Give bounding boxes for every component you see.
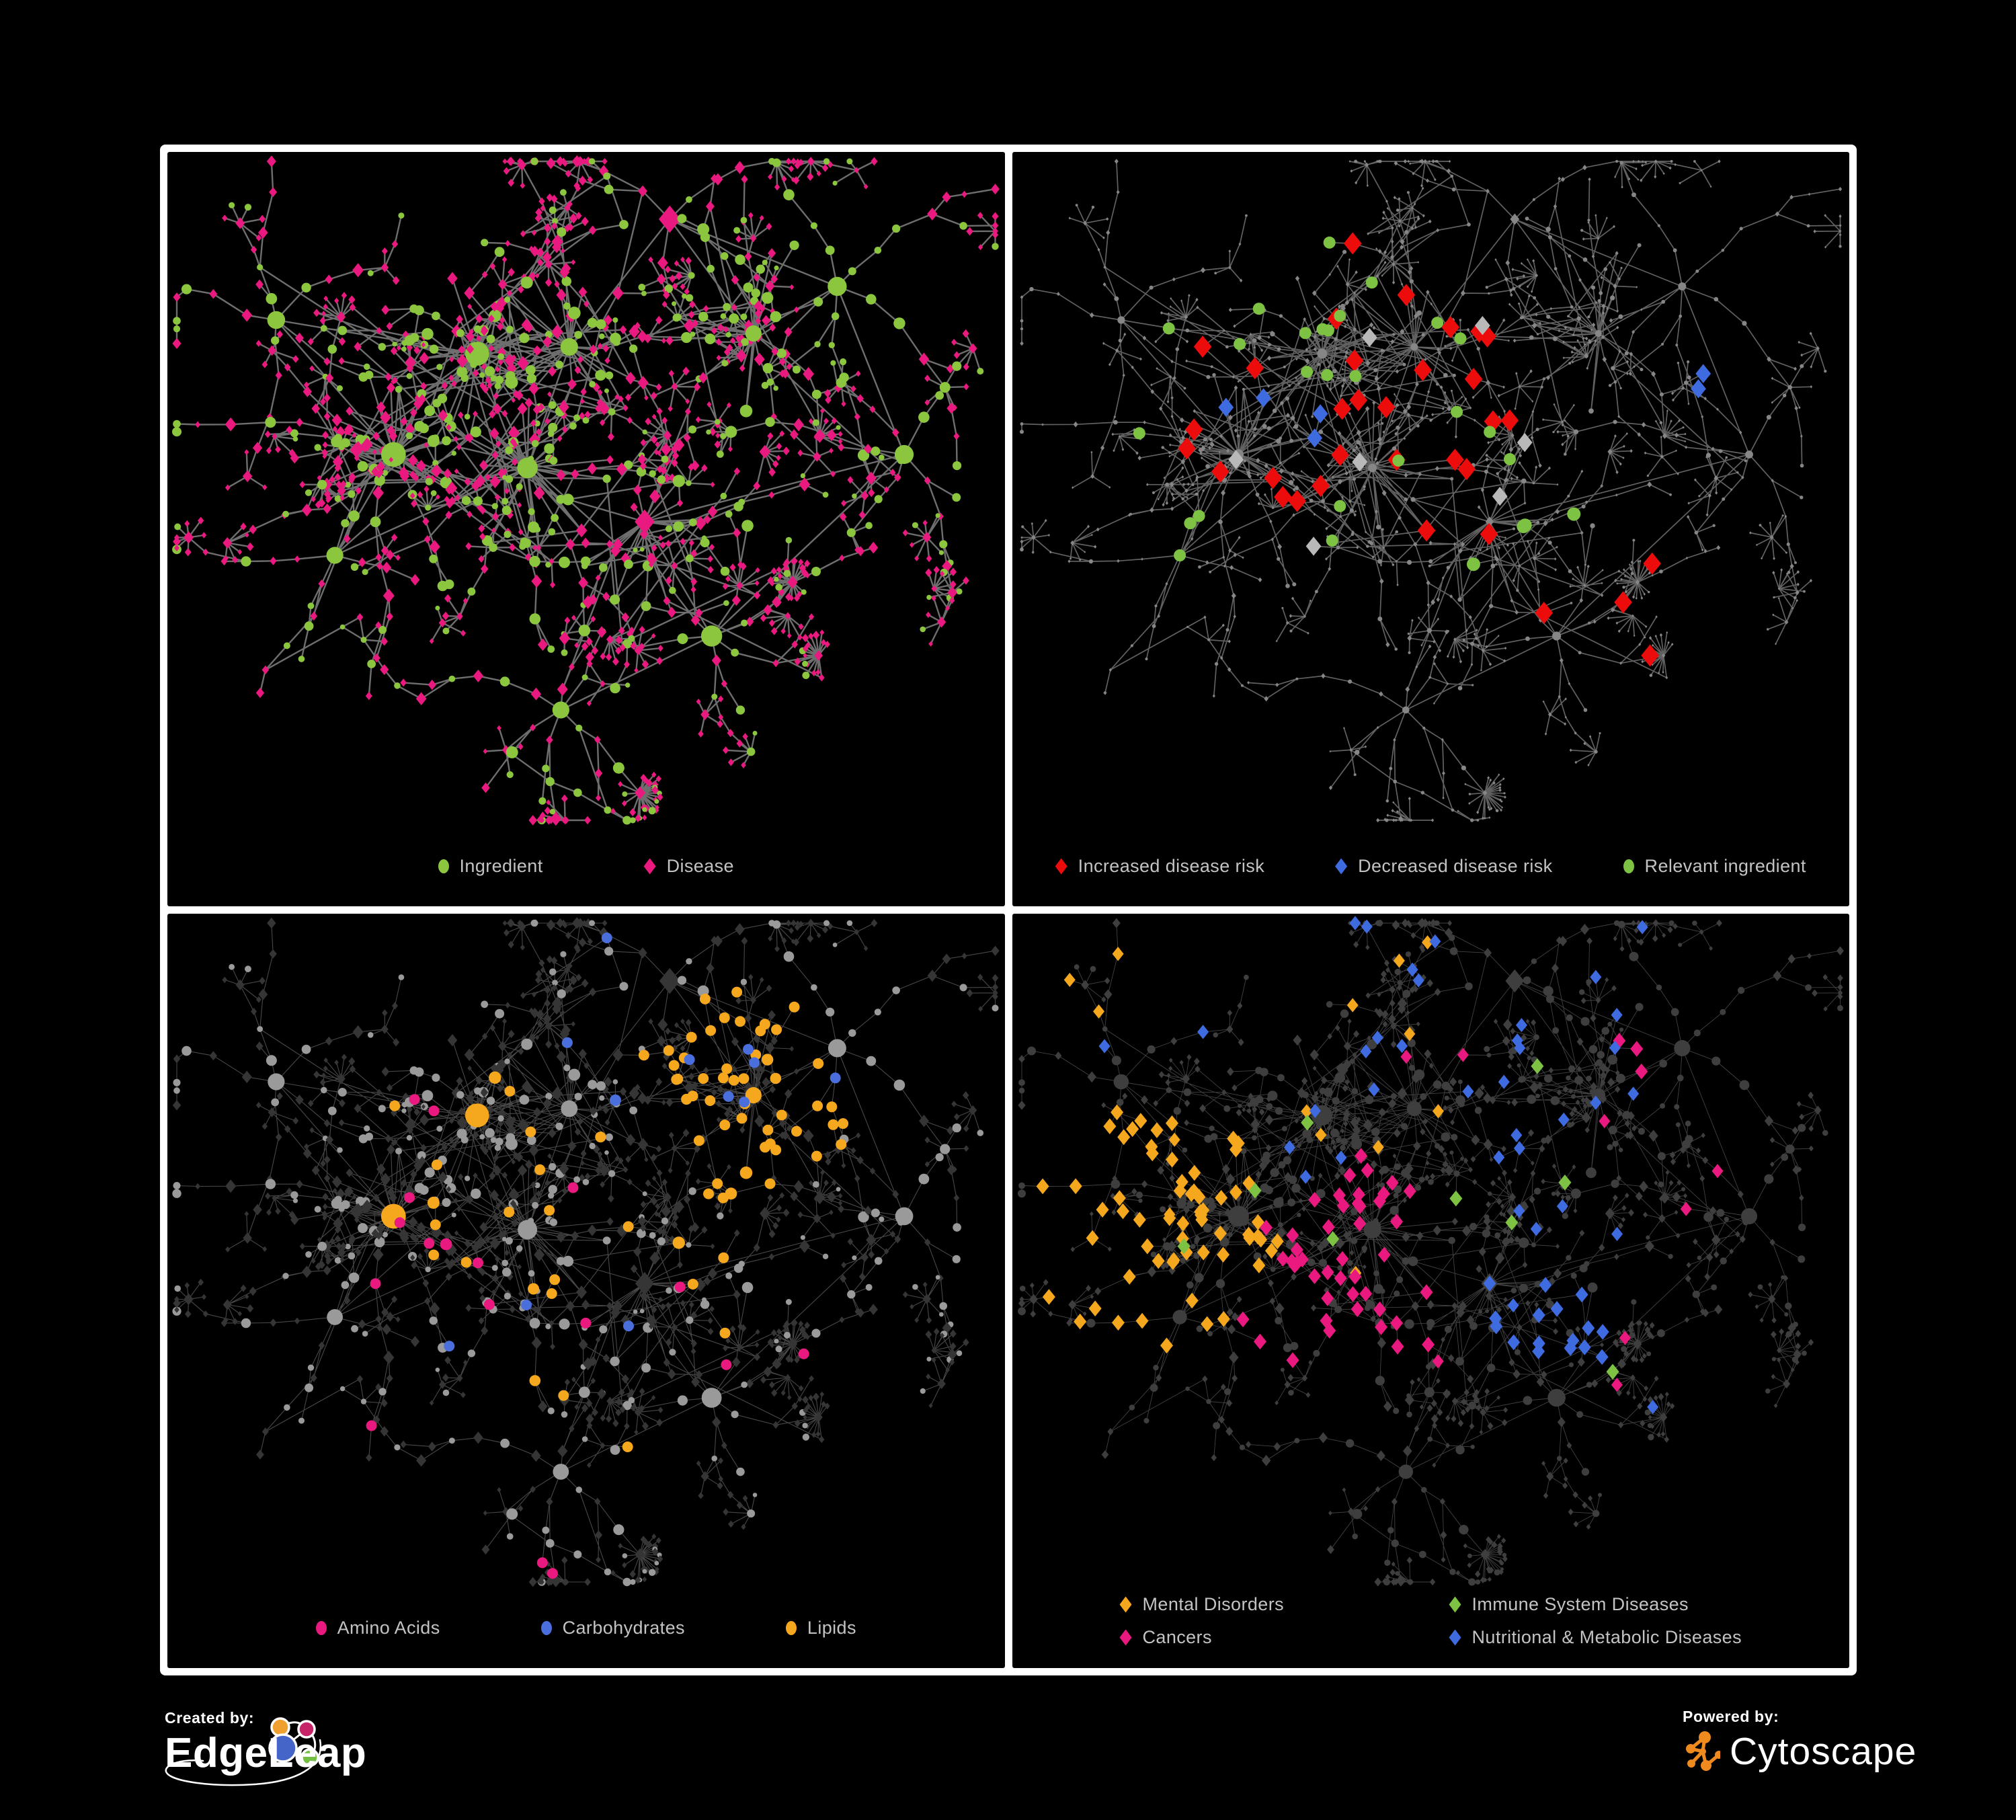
immune-system-diseases-legend-marker-icon <box>1449 1596 1461 1613</box>
disease-legend-marker-icon <box>643 858 656 875</box>
disease-categories-network <box>1017 916 1844 1587</box>
panel-disease-risk: Increased disease risk Decreased disease… <box>1012 152 1850 906</box>
carbohydrates-legend-marker-icon <box>540 1621 552 1635</box>
legend-item: Lipids <box>785 1618 856 1638</box>
legend-item: Carbohydrates <box>540 1618 685 1638</box>
legend-item: Relevant ingredient <box>1623 856 1806 877</box>
nutritional-metabolic-diseases-legend-marker-icon <box>1449 1629 1461 1646</box>
legend-label: Carbohydrates <box>562 1618 685 1638</box>
legend-label: Decreased disease risk <box>1358 856 1553 876</box>
legend-label: Nutritional & Metabolic Diseases <box>1471 1627 1742 1647</box>
powered-by-label: Powered by: <box>1683 1708 1779 1725</box>
disease-risk-network <box>1019 159 1842 823</box>
panel-grid: Ingredient Disease Increased disease ris… <box>160 145 1857 1675</box>
mental-disorders-legend-marker-icon <box>1119 1596 1132 1613</box>
legend-item: Immune System Diseases <box>1449 1594 1742 1615</box>
macronutrient-classes-network <box>172 917 1000 1587</box>
legend-label: Cancers <box>1142 1627 1212 1647</box>
legend-item: Increased disease risk <box>1055 856 1264 877</box>
legend-label: Disease <box>666 856 734 876</box>
legend-label: Lipids <box>807 1618 856 1638</box>
lipids-legend-marker-icon <box>785 1621 797 1635</box>
legend-item: Disease <box>643 856 734 877</box>
legend-label: Increased disease risk <box>1078 856 1265 876</box>
cytoscape-wordmark: Cytoscape <box>1730 1730 1917 1773</box>
created-by-label: Created by: <box>165 1709 255 1727</box>
cytoscape-logo-icon <box>1686 1731 1720 1771</box>
edgeleap-credit: Created by: EdgeLeap <box>165 1709 555 1817</box>
legend-disease-risk: Increased disease risk Decreased disease… <box>1012 856 1850 877</box>
decreased-risk-legend-marker-icon <box>1335 858 1348 875</box>
amino-acids-legend-marker-icon <box>315 1621 327 1635</box>
panel-disease-categories: Mental Disorders Immune System Diseases … <box>1012 914 1849 1668</box>
relevant-ingredient-legend-marker-icon <box>1623 859 1634 873</box>
legend-item: Ingredient <box>438 856 543 877</box>
edgeleap-wordmark: EdgeLeap <box>165 1730 367 1776</box>
legend-item: Nutritional & Metabolic Diseases <box>1449 1627 1742 1648</box>
legend-macronutrient-classes: Amino Acids Carbohydrates Lipids <box>167 1618 1005 1638</box>
legend-item: Decreased disease risk <box>1335 856 1552 877</box>
legend-label: Mental Disorders <box>1142 1594 1284 1614</box>
panel-ingredient-disease: Ingredient Disease <box>167 152 1005 906</box>
legend-label: Relevant ingredient <box>1644 856 1806 876</box>
legend-label: Immune System Diseases <box>1471 1594 1689 1614</box>
ingredient-legend-marker-icon <box>438 859 449 873</box>
legend-label: Ingredient <box>459 856 543 876</box>
legend-label: Amino Acids <box>337 1618 440 1638</box>
legend-item: Mental Disorders <box>1119 1594 1362 1615</box>
panel-macronutrient-classes: Amino Acids Carbohydrates Lipids <box>167 914 1005 1668</box>
cancers-legend-marker-icon <box>1119 1629 1132 1646</box>
ingredient-disease-network <box>172 155 1000 826</box>
increased-risk-legend-marker-icon <box>1055 858 1067 875</box>
legend-disease-categories: Mental Disorders Immune System Diseases … <box>1119 1594 1742 1648</box>
legend-ingredient-disease: Ingredient Disease <box>167 856 1005 877</box>
legend-item: Cancers <box>1119 1627 1362 1648</box>
legend-item: Amino Acids <box>315 1618 440 1638</box>
cytoscape-credit: Powered by: <box>1683 1708 1917 1774</box>
